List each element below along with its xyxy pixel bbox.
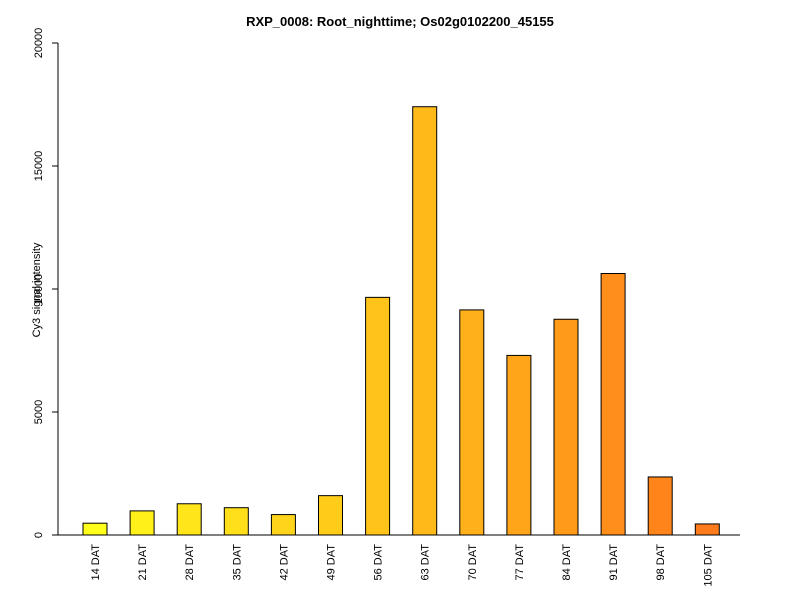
x-tick-label: 77 DAT <box>514 544 526 581</box>
bar-28-dat <box>176 503 202 536</box>
y-tick-label: 20000 <box>33 28 45 59</box>
x-tick-label: 91 DAT <box>608 544 620 581</box>
bar-70-dat <box>459 309 485 536</box>
bar-14-dat <box>82 522 108 536</box>
y-tick-label: 10000 <box>33 274 45 305</box>
y-tick-label: 15000 <box>33 151 45 182</box>
x-tick-label: 21 DAT <box>137 544 149 581</box>
bar-98-dat <box>647 476 673 536</box>
bar-77-dat <box>506 354 532 536</box>
x-tick-label: 63 DAT <box>420 544 432 581</box>
x-tick-label: 49 DAT <box>326 544 338 581</box>
bar-91-dat <box>600 273 626 536</box>
y-axis-label: Cy3 signal intensity <box>31 242 43 338</box>
bar-105-dat <box>694 523 720 536</box>
y-tick-label: 0 <box>33 532 45 538</box>
x-tick-label: 56 DAT <box>373 544 385 581</box>
x-tick-label: 84 DAT <box>561 544 573 581</box>
chart-title: RXP_0008: Root_nighttime; Os02g0102200_4… <box>246 14 554 29</box>
bar-42-dat <box>270 514 296 536</box>
bar-63-dat <box>412 106 438 536</box>
x-tick-label: 35 DAT <box>231 544 243 581</box>
x-tick-label: 14 DAT <box>90 544 102 581</box>
bar-56-dat <box>365 296 391 536</box>
bar-49-dat <box>318 495 343 536</box>
bar-21-dat <box>129 510 155 536</box>
x-tick-label: 105 DAT <box>702 544 714 587</box>
x-tick-label: 28 DAT <box>184 544 196 581</box>
x-tick-label: 98 DAT <box>655 544 667 581</box>
bar-84-dat <box>553 318 579 536</box>
x-tick-label: 42 DAT <box>278 544 290 581</box>
y-tick-label: 5000 <box>33 400 45 424</box>
x-tick-label: 70 DAT <box>467 544 479 581</box>
bar-35-dat <box>223 507 249 536</box>
